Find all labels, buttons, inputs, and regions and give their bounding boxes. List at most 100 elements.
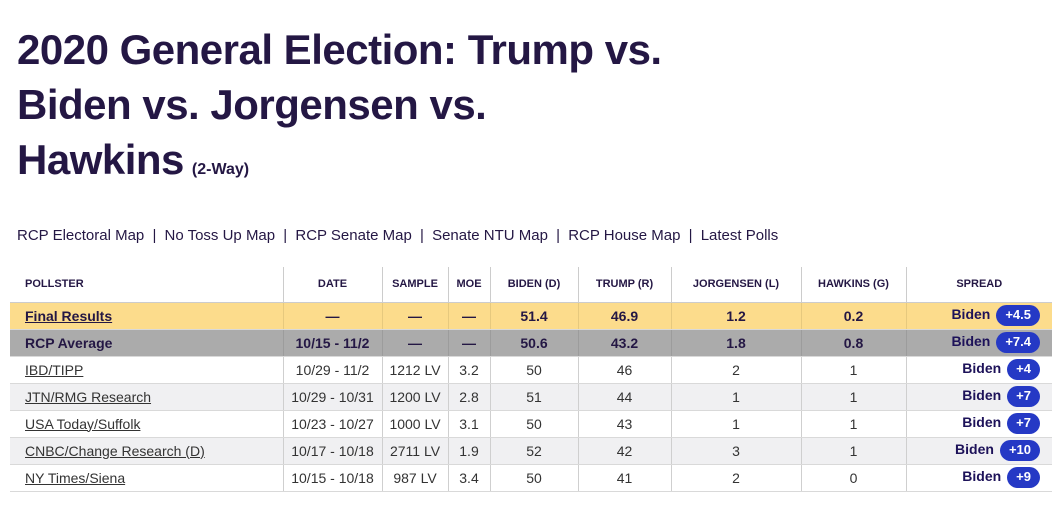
date-cell: 10/15 - 11/2 [282, 329, 382, 357]
sample-cell: 987 LV [381, 464, 448, 492]
hawkins-cell: 1 [800, 437, 906, 465]
spread-value-badge: +4.5 [996, 305, 1040, 326]
col-header-date: DATE [282, 267, 382, 303]
trump-cell: 42 [577, 437, 671, 465]
col-header-jorgensen-l: JORGENSEN (L) [670, 267, 801, 303]
col-header-pollster: POLLSTER [10, 267, 283, 303]
nav-link-rcp-electoral-map[interactable]: RCP Electoral Map [17, 227, 145, 244]
spread-leader: Biden [962, 387, 1002, 404]
spread-cell: Biden +7.4 [905, 329, 1052, 357]
date-cell: 10/29 - 10/31 [282, 383, 382, 411]
date-cell: 10/29 - 11/2 [282, 356, 382, 384]
hawkins-cell: 1 [800, 356, 906, 384]
moe-cell: 1.9 [447, 437, 490, 465]
moe-cell: 3.2 [447, 356, 490, 384]
spread-cell: Biden +9 [905, 464, 1052, 492]
pollster-cell: RCP Average [10, 329, 283, 357]
table-row-ibd-tipp: IBD/TIPP 10/29 - 11/2 1212 LV 3.2 50 46 2 1 Bide… [10, 356, 1052, 384]
biden-cell: 51 [489, 383, 578, 411]
jorgensen-cell: 1 [670, 410, 801, 438]
pollster-cell: USA Today/Suffolk [10, 410, 283, 438]
trump-cell: 43.2 [577, 329, 671, 357]
col-header-hawkins-g: HAWKINS (G) [800, 267, 906, 303]
date-cell: 10/15 - 10/18 [282, 464, 382, 492]
poll-table: POLLSTER DATE SAMPLE MOE BIDEN (D) TRUMP (R) J… [10, 267, 1052, 492]
pollster-cell: IBD/TIPP [10, 356, 283, 384]
page-title-line3: Hawkins [17, 136, 184, 183]
table-header-row: POLLSTER DATE SAMPLE MOE BIDEN (D) TRUMP (R) J… [10, 267, 1052, 303]
spread-leader: Biden [962, 360, 1002, 377]
moe-cell: — [447, 329, 490, 357]
sample-cell: 1212 LV [381, 356, 448, 384]
pollster-link-ibd-tipp[interactable]: IBD/TIPP [25, 361, 84, 378]
nav-link-latest-polls[interactable]: Latest Polls [700, 227, 779, 244]
nav-separator: | [415, 227, 429, 244]
spread-value-badge: +7 [1007, 386, 1040, 407]
spread-leader: Biden [951, 333, 991, 350]
table-row-usa-today-suffolk: USA Today/Suffolk 10/23 - 10/27 1000 LV 3.1… [10, 410, 1052, 438]
page-title-line1: 2020 General Election: Trump vs. [17, 26, 662, 73]
page-title-line2: Biden vs. Jorgensen vs. [17, 81, 487, 128]
trump-cell: 41 [577, 464, 671, 492]
spread-value-badge: +4 [1007, 359, 1040, 380]
date-cell: — [282, 302, 382, 330]
nav-links: RCP Electoral Map | No Toss Up Map | RCP… [17, 227, 1052, 244]
spread-leader: Biden [962, 414, 1002, 431]
spread-leader: Biden [955, 441, 994, 458]
pollster-link-cnbc-change-research-d[interactable]: CNBC/Change Research (D) [25, 442, 205, 459]
trump-cell: 46 [577, 356, 671, 384]
page-content: 2020 General Election: Trump vs. Biden vs… [10, 22, 1052, 492]
biden-cell: 50.6 [489, 329, 578, 357]
table-row-jtn-rmg-research: JTN/RMG Research 10/29 - 10/31 1200 LV 2.8 5… [10, 383, 1052, 411]
hawkins-cell: 0.8 [800, 329, 906, 357]
jorgensen-cell: 2 [670, 464, 801, 492]
col-header-spread: SPREAD [905, 267, 1052, 303]
page-title: 2020 General Election: Trump vs. Biden vs… [17, 22, 1052, 197]
nav-link-rcp-house-map[interactable]: RCP House Map [568, 227, 681, 244]
spread-leader: Biden [962, 468, 1002, 485]
col-header-biden-d: BIDEN (D) [489, 267, 578, 303]
trump-cell: 43 [577, 410, 671, 438]
pollster-cell: JTN/RMG Research [10, 383, 283, 411]
jorgensen-cell: 2 [670, 356, 801, 384]
jorgensen-cell: 1.8 [670, 329, 801, 357]
biden-cell: 52 [489, 437, 578, 465]
biden-cell: 50 [489, 464, 578, 492]
table-row-cnbc-change-research-d: CNBC/Change Research (D) 10/17 - 10/18 271… [10, 437, 1052, 465]
biden-cell: 50 [489, 410, 578, 438]
nav-link-senate-ntu-map[interactable]: Senate NTU Map [432, 227, 548, 244]
nav-separator: | [551, 227, 565, 244]
moe-cell: — [447, 302, 490, 330]
date-cell: 10/23 - 10/27 [282, 410, 382, 438]
table-row-ny-times-siena: NY Times/Siena 10/15 - 10/18 987 LV 3.4 50 41… [10, 464, 1052, 492]
spread-value-badge: +9 [1007, 467, 1040, 488]
sample-cell: — [381, 329, 448, 357]
spread-value-badge: +7 [1007, 413, 1040, 434]
jorgensen-cell: 1 [670, 383, 801, 411]
hawkins-cell: 1 [800, 383, 906, 411]
trump-cell: 44 [577, 383, 671, 411]
sample-cell: 1200 LV [381, 383, 448, 411]
sample-cell: — [381, 302, 448, 330]
poll-table-body: Final Results — — —51.4 46.9 1.2 0.2 Biden +4.5 R… [10, 302, 1052, 492]
pollster-link-ny-times-siena[interactable]: NY Times/Siena [25, 469, 126, 486]
biden-cell: 50 [489, 356, 578, 384]
nav-separator: | [148, 227, 161, 244]
biden-cell: 51.4 [489, 302, 578, 330]
date-cell: 10/17 - 10/18 [282, 437, 382, 465]
pollster-link-jtn-rmg-research[interactable]: JTN/RMG Research [25, 388, 152, 405]
nav-link-rcp-senate-map[interactable]: RCP Senate Map [295, 227, 412, 244]
nav-link-no-toss-up-map[interactable]: No Toss Up Map [164, 227, 276, 244]
hawkins-cell: 0.2 [800, 302, 906, 330]
moe-cell: 3.4 [447, 464, 490, 492]
spread-cell: Biden +7 [905, 410, 1052, 438]
moe-cell: 3.1 [447, 410, 490, 438]
spread-cell: Biden +7 [905, 383, 1052, 411]
pollster-link-usa-today-suffolk[interactable]: USA Today/Suffolk [25, 415, 141, 432]
table-row-rcp-average: RCP Average 10/15 - 11/2— —50.6 43.2 1.8 0.8 B… [10, 329, 1052, 357]
pollster-link-final-results[interactable]: Final Results [25, 307, 113, 324]
table-row-final-results: Final Results — — —51.4 46.9 1.2 0.2 Biden +4.5 [10, 302, 1052, 330]
spread-cell: Biden +4 [905, 356, 1052, 384]
spread-leader: Biden [951, 306, 991, 323]
hawkins-cell: 0 [800, 464, 906, 492]
